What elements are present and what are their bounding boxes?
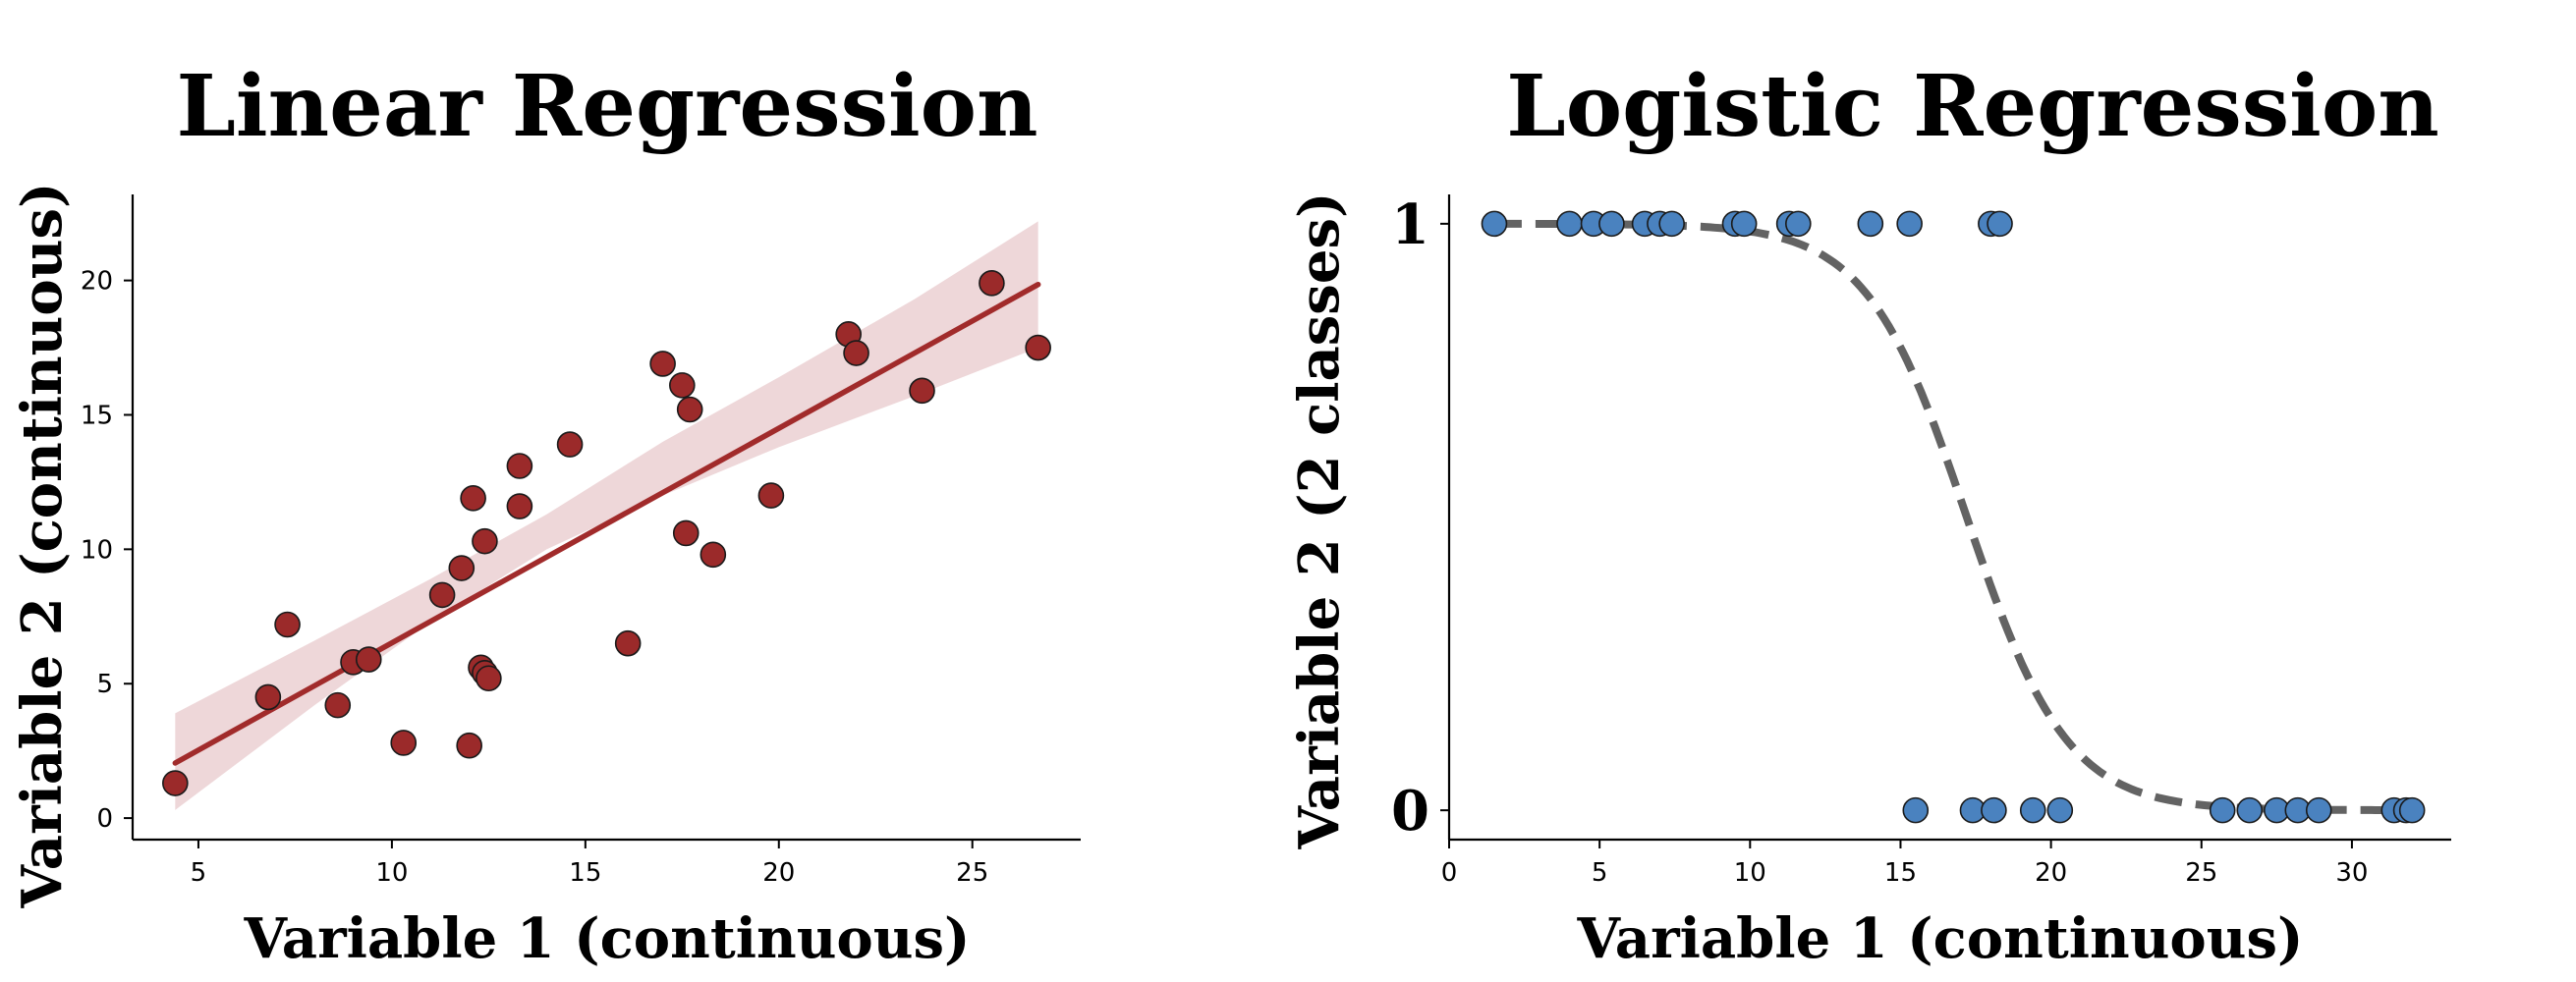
linear-y-axis-label: Variable 2 (continuous): [10, 183, 75, 909]
linear-x-axis-label: Variable 1 (continuous): [244, 906, 971, 971]
data-point: [1785, 210, 1812, 238]
logistic-x-axis-label: Variable 1 (continuous): [1577, 906, 2304, 971]
x-tick-label: 5: [1592, 858, 1608, 888]
data-point: [460, 485, 486, 512]
data-point: [2398, 796, 2426, 824]
data-point: [476, 665, 502, 692]
logistic-regression-panel: Logistic Regression Variable 1 (continuo…: [1287, 57, 2451, 971]
x-tick-label: 10: [375, 858, 408, 888]
x-tick-label: 25: [2185, 858, 2217, 888]
data-point: [1598, 210, 1625, 238]
x-tick-label: 0: [1441, 858, 1458, 888]
confidence-band: [175, 221, 1038, 810]
y-tick-label: 20: [81, 267, 113, 297]
data-point: [672, 519, 700, 547]
data-point: [2019, 796, 2046, 824]
linear-x-ticks: 5 10 15 20 25: [191, 840, 988, 888]
data-point: [355, 646, 382, 673]
data-point: [1730, 210, 1758, 238]
data-point: [2209, 796, 2236, 824]
data-point: [757, 482, 785, 509]
regression-line: [172, 281, 1041, 766]
logistic-y-axis-label: Variable 2 (2 classes): [1287, 192, 1352, 850]
data-point: [472, 527, 498, 555]
data-point: [324, 691, 352, 719]
data-point: [428, 581, 456, 609]
x-tick-label: 15: [1884, 858, 1917, 888]
y-tick-label: 10: [81, 535, 113, 565]
data-point: [254, 683, 282, 711]
x-tick-label: 25: [956, 858, 988, 888]
data-point: [2046, 796, 2074, 824]
linear-points-layer: [162, 270, 1051, 796]
x-tick-label: 20: [2035, 858, 2067, 888]
y-tick-label: 15: [81, 401, 113, 430]
logistic-chart-title: Logistic Regression: [1506, 57, 2439, 156]
logistic-y-ticks: 01: [1391, 192, 1449, 844]
data-point: [1025, 334, 1051, 361]
x-tick-label: 30: [2335, 858, 2368, 888]
linear-regression-panel: Linear Regression Variable 1 (continuous…: [10, 57, 1081, 971]
data-point: [390, 730, 418, 756]
data-point: [649, 351, 676, 377]
data-point: [1896, 210, 1923, 238]
linear-chart-title: Linear Regression: [176, 57, 1037, 156]
linear-y-ticks: 0 5 10 15 20: [81, 267, 133, 834]
data-point: [669, 372, 696, 399]
y-tick-label: 5: [96, 670, 113, 699]
logistic-axes: [1447, 194, 2451, 842]
logistic-x-ticks: 0 5 10 15 20 25 30: [1441, 840, 2368, 888]
logistic-curve-layer: [1493, 219, 2413, 815]
data-point: [1902, 796, 1930, 824]
y-tick-label: 0: [1391, 779, 1429, 844]
data-point: [1556, 210, 1583, 238]
data-point: [909, 377, 935, 405]
data-point: [614, 629, 642, 657]
data-point: [843, 340, 869, 366]
data-point: [1987, 210, 2013, 238]
y-tick-label: 0: [96, 804, 113, 834]
data-point: [676, 396, 703, 423]
logistic-points-layer: [1481, 210, 2426, 824]
y-tick-label: 1: [1391, 192, 1429, 257]
x-tick-label: 5: [191, 858, 207, 888]
logistic-curve: [1493, 219, 2413, 815]
data-point: [1857, 210, 1884, 238]
data-point: [456, 732, 482, 759]
x-tick-label: 20: [762, 858, 795, 888]
linear-axes: [131, 194, 1081, 842]
data-point: [2236, 796, 2264, 824]
data-point: [274, 611, 301, 638]
x-tick-label: 10: [1734, 858, 1766, 888]
data-point: [506, 453, 533, 479]
data-point: [448, 555, 476, 581]
data-point: [2305, 796, 2332, 824]
data-point: [1658, 210, 1685, 238]
fit-line-layer: [172, 281, 1041, 766]
data-point: [1481, 210, 1508, 238]
data-point: [556, 431, 584, 458]
data-point: [506, 493, 533, 519]
x-tick-label: 15: [569, 858, 601, 888]
data-point: [1981, 796, 2007, 824]
data-point: [700, 541, 727, 569]
confidence-band-layer: [175, 221, 1038, 810]
data-point: [162, 770, 189, 796]
data-point: [979, 270, 1005, 297]
